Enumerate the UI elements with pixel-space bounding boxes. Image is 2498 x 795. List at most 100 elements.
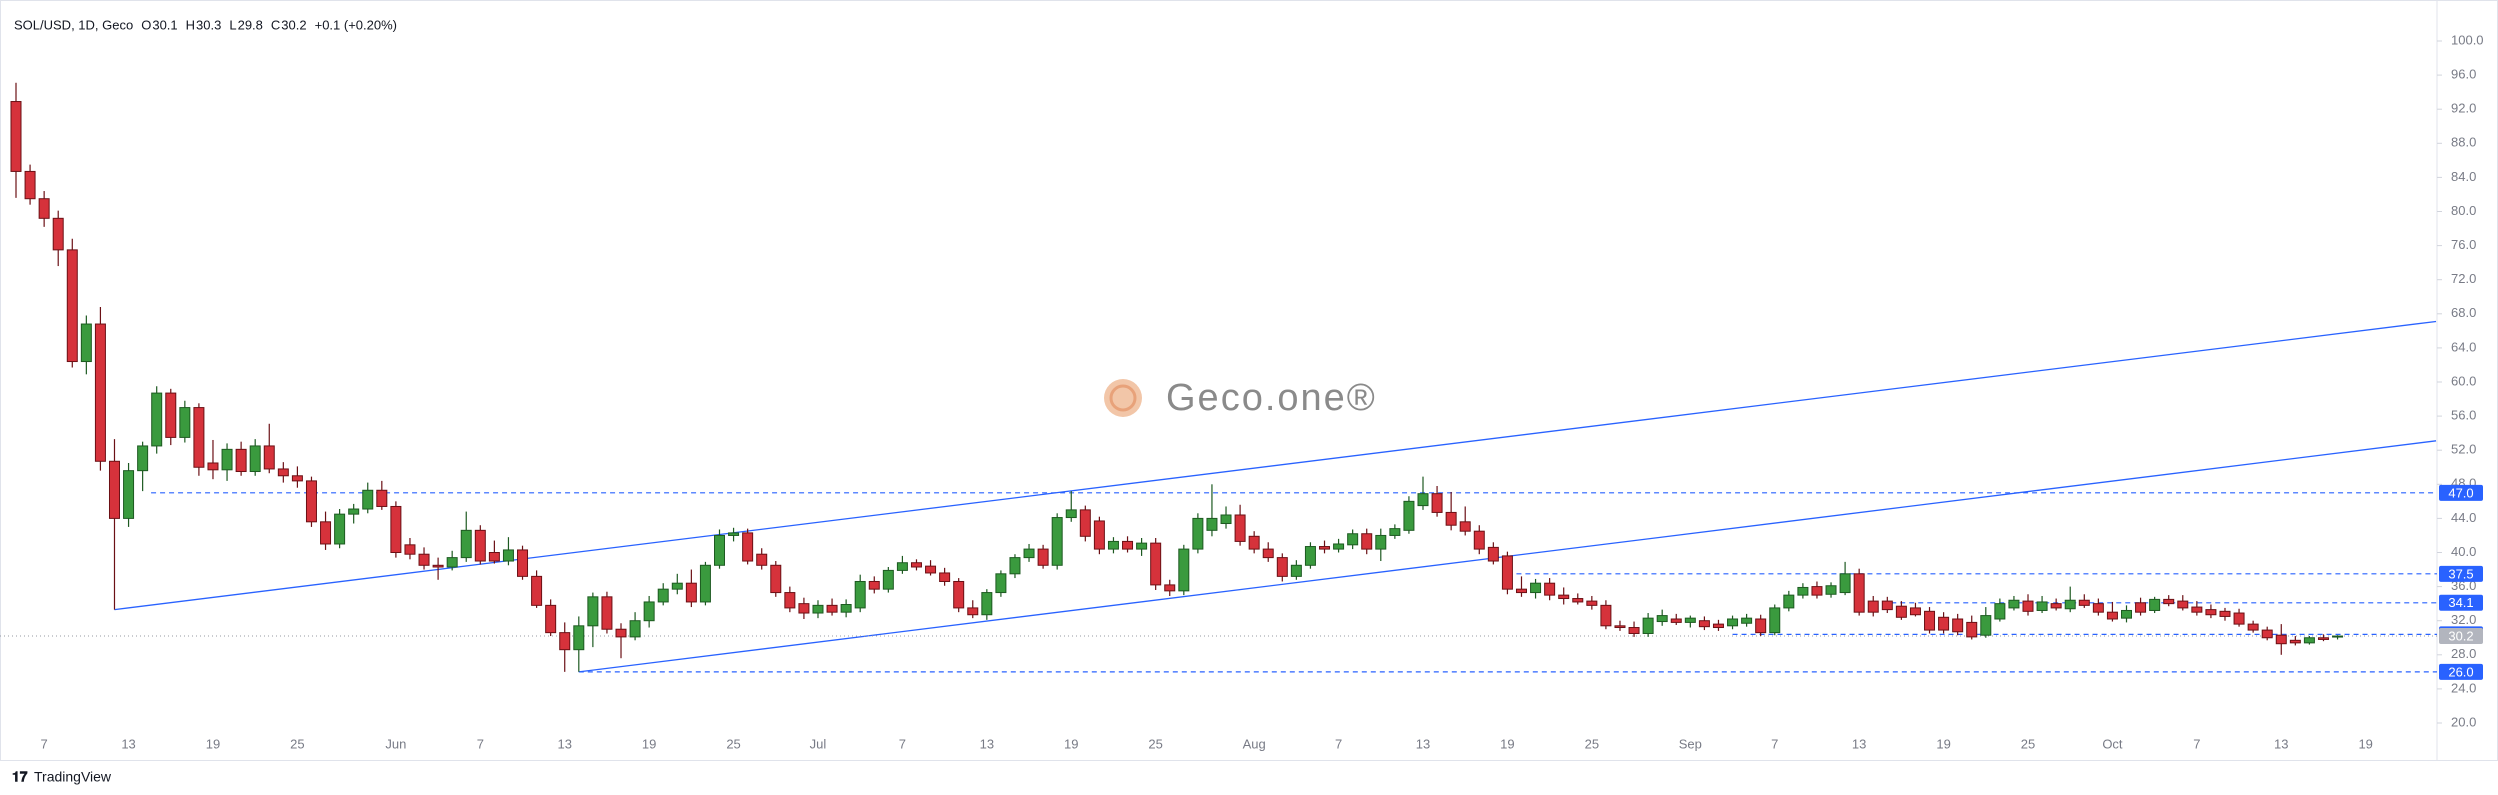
candle-body (1938, 616, 1950, 631)
candle-body (1966, 621, 1978, 638)
candle-body (1698, 620, 1710, 628)
candle-body (1797, 586, 1809, 596)
watermark-logo-ring (1109, 384, 1137, 412)
x-tick-label: 7 (899, 736, 906, 751)
candle-body (1347, 533, 1359, 546)
candle-body (2247, 623, 2259, 631)
candle-body (2008, 599, 2020, 609)
x-tick-label: 19 (206, 736, 220, 751)
trendline (114, 320, 2437, 611)
x-tick-label: 19 (1936, 736, 1950, 751)
candle-body (967, 607, 979, 616)
candle-body (2078, 599, 2090, 606)
candle-body (1712, 623, 1724, 629)
candle-body (1642, 617, 1654, 634)
candle-body (910, 562, 922, 568)
y-tick-label: 96.0 (2451, 67, 2476, 82)
y-tick-label: 68.0 (2451, 305, 2476, 320)
candle-body (474, 529, 486, 562)
x-tick-label: 7 (41, 736, 48, 751)
candle-body (1459, 521, 1471, 532)
candle-body (545, 604, 557, 634)
candle-body (502, 549, 514, 562)
candle-body (1445, 511, 1457, 526)
candle-body (1600, 604, 1612, 627)
candle-body (1544, 582, 1556, 596)
candle-body (714, 534, 725, 566)
price-label-box (2439, 594, 2483, 611)
x-tick-label: Jul (810, 736, 827, 751)
x-tick-label: 7 (1335, 736, 1342, 751)
candle-body (1656, 615, 1668, 623)
y-tick-label: 100.0 (2451, 32, 2484, 47)
candle-body (925, 565, 937, 574)
candle-body (559, 632, 571, 651)
candle-body (207, 462, 219, 471)
candle-body (1558, 594, 1570, 600)
candle-body (1952, 618, 1964, 633)
candle-body (742, 532, 754, 562)
price-label: 34.1 (2448, 595, 2473, 610)
candle-body (1530, 582, 1542, 594)
candle-body (854, 580, 866, 609)
candle-body (1727, 618, 1739, 627)
x-tick-label: 13 (980, 736, 994, 751)
candle-body (882, 569, 894, 590)
ohlc-value: 30.2 (281, 17, 306, 32)
candle-body (404, 544, 416, 555)
candle-body (1614, 625, 1626, 629)
candle-body (573, 625, 585, 651)
candle-body (1431, 493, 1443, 513)
candle-body (320, 521, 332, 545)
candle-body (756, 553, 768, 566)
candle-body (1009, 557, 1021, 575)
candle-body (2106, 611, 2118, 620)
price-label-box (2439, 565, 2483, 582)
ohlc-value: 30.3 (196, 17, 221, 32)
candle-body (1248, 535, 1260, 550)
candle-body (629, 620, 641, 638)
price-label-box (2439, 628, 2483, 645)
candle-body (1304, 546, 1316, 566)
candle-body (488, 552, 500, 562)
candle-body (1220, 514, 1232, 525)
candle-body (66, 249, 78, 363)
candle-body (362, 489, 374, 510)
candle-body (2177, 600, 2189, 609)
candle-body (531, 575, 543, 606)
candle-body (1403, 500, 1415, 531)
candle-body (2332, 635, 2344, 638)
candle-body (1684, 617, 1696, 623)
x-tick-label: 19 (1064, 736, 1078, 751)
candle-body (601, 596, 613, 630)
x-tick-label: 13 (557, 736, 571, 751)
x-tick-label: 19 (642, 736, 656, 751)
candle-body (1867, 600, 1879, 613)
candle-body (334, 513, 346, 545)
candle-body (2036, 601, 2048, 611)
candle-body (1881, 600, 1893, 611)
candle-body (94, 323, 106, 462)
candle-body (1628, 627, 1640, 634)
candle-body (291, 475, 303, 482)
candle-body (1051, 517, 1063, 566)
x-tick-label: 25 (1585, 736, 1599, 751)
x-tick-label: 7 (477, 736, 484, 751)
candle-body (249, 445, 261, 473)
candle-body (2317, 637, 2329, 640)
candle-body (840, 604, 852, 613)
candle-body (263, 445, 275, 470)
candle-body (798, 603, 810, 614)
candle-body (179, 407, 191, 438)
x-tick-label: 19 (1500, 736, 1514, 751)
header: SOL/USD, 1D, Geco (14, 17, 133, 32)
candle-body (1150, 542, 1162, 586)
price-label: 47.0 (2448, 485, 2473, 500)
candle-body (1572, 598, 1584, 603)
candle-body (1361, 533, 1373, 550)
candle-body (151, 392, 163, 447)
price-label: 30.2 (2448, 628, 2473, 643)
candle-body (517, 549, 529, 577)
x-tick-label: Sep (1679, 736, 1702, 751)
x-tick-label: 13 (1416, 736, 1430, 751)
